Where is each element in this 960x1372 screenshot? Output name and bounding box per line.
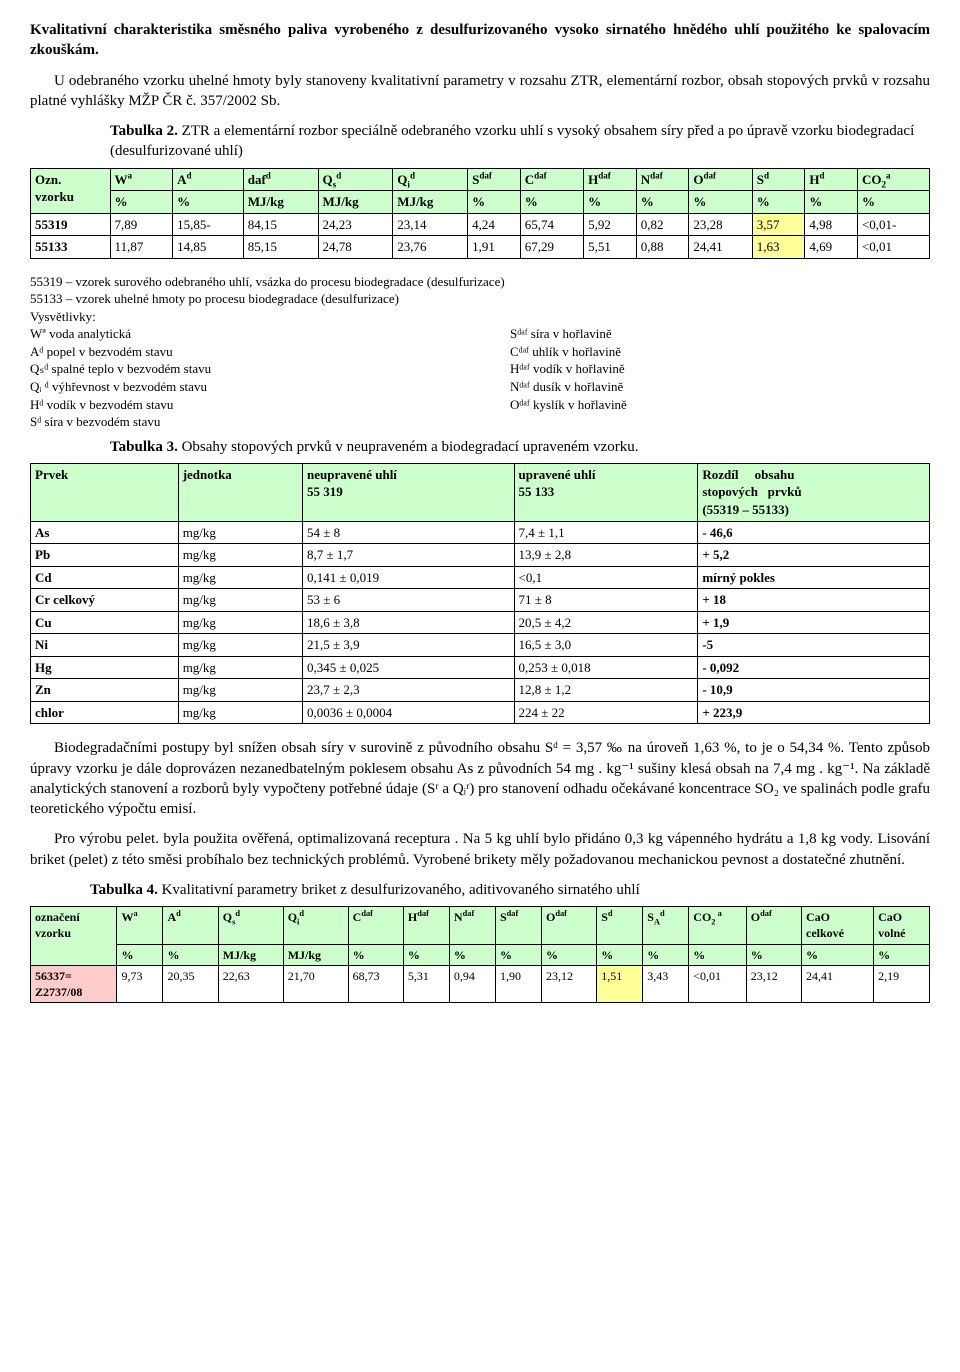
table3-row: Cdmg/kg0,141 ± 0,019<0,1mírný pokles — [31, 566, 930, 589]
table2-caption: Tabulka 2. ZTR a elementární rozbor spec… — [30, 121, 930, 162]
table3: Prvekjednotkaneupravené uhlí55 319uprave… — [30, 463, 930, 725]
legend-item: Sᵈ síra v bezvodém stavu — [30, 413, 450, 431]
table4-header-row: označenívzorku WaAdQsdQidCdafHdafNdafSda… — [31, 907, 930, 944]
table3-row: Cumg/kg18,6 ± 3,820,5 ± 4,2+ 1,9 — [31, 611, 930, 634]
table3-caption: Tabulka 3. Obsahy stopových prvků v neup… — [30, 437, 930, 457]
table2: Ozn.vzorkuWaAddafdQsdQidSdafCdafHdafNdaf… — [30, 168, 930, 259]
table3-row: Hgmg/kg0,345 ± 0,0250,253 ± 0,018- 0,092 — [31, 656, 930, 679]
table2-row-55319: 553197,8915,85-84,1524,2323,144,2465,745… — [31, 213, 930, 236]
table4-unit-row: %%MJ/kgMJ/kg%%%%%%%%%%% — [31, 944, 930, 965]
legend-item: Aᵈ popel v bezvodém stavu — [30, 343, 450, 361]
legend-item: Qᵢ ᵈ výhřevnost v bezvodém stavu — [30, 378, 450, 396]
legend-line: 55319 – vzorek surového odebraného uhlí,… — [30, 273, 930, 291]
table3-label: Tabulka 3. — [110, 439, 178, 455]
legend-title: Vysvětlivky: — [30, 308, 930, 326]
table4: označenívzorku WaAdQsdQidCdafHdafNdafSda… — [30, 906, 930, 1003]
table4-caption-text: Kvalitativní parametry briket z desulfur… — [158, 882, 640, 898]
table2-label: Tabulka 2. — [110, 123, 178, 139]
table4-caption: Tabulka 4. Kvalitativní parametry briket… — [30, 880, 930, 900]
heading: Kvalitativní charakteristika směsného pa… — [30, 20, 930, 61]
legend-block: 55319 – vzorek surového odebraného uhlí,… — [30, 273, 930, 431]
legend-item: Qₛᵈ spalné teplo v bezvodém stavu — [30, 360, 450, 378]
table2-row-55133: 5513311,8714,8585,1524,7823,761,9167,295… — [31, 236, 930, 259]
table4-row: 56337=Z2737/089,7320,3522,6321,7068,735,… — [31, 965, 930, 1002]
table3-row: chlormg/kg0,0036 ± 0,0004224 ± 22+ 223,9 — [31, 701, 930, 724]
legend-item: Cᵈᵃᶠ uhlík v hořlavině — [510, 343, 930, 361]
intro-paragraph: U odebraného vzorku uhelné hmoty byly st… — [30, 71, 930, 112]
body-paragraph-1: Biodegradačními postupy byl snížen obsah… — [30, 738, 930, 819]
legend-item: Oᵈᵃᶠ kyslík v hořlavině — [510, 396, 930, 414]
table2-header-row: Ozn.vzorkuWaAddafdQsdQidSdafCdafHdafNdaf… — [31, 168, 930, 191]
table3-header: Prvekjednotkaneupravené uhlí55 319uprave… — [31, 463, 930, 521]
legend-item: Wª voda analytická — [30, 325, 450, 343]
body-paragraph-2: Pro výrobu pelet. byla použita ověřená, … — [30, 829, 930, 870]
table3-row: Cr celkovýmg/kg53 ± 671 ± 8+ 18 — [31, 589, 930, 612]
legend-item: Nᵈᵃᶠ dusík v hořlavině — [510, 378, 930, 396]
legend-line: 55133 – vzorek uhelné hmoty po procesu b… — [30, 290, 930, 308]
table2-unit-row: %%MJ/kgMJ/kgMJ/kg%%%%%%%% — [31, 191, 930, 214]
legend-item: Hᵈᵃᶠ vodík v hořlavině — [510, 360, 930, 378]
table3-row: Znmg/kg23,7 ± 2,312,8 ± 1,2- 10,9 — [31, 679, 930, 702]
table4-label: Tabulka 4. — [90, 882, 158, 898]
table3-row: Pbmg/kg8,7 ± 1,713,9 ± 2,8+ 5,2 — [31, 544, 930, 567]
legend-item: Hᵈ vodík v bezvodém stavu — [30, 396, 450, 414]
table3-caption-text: Obsahy stopových prvků v neupraveném a b… — [178, 439, 639, 455]
table2-caption-text: ZTR a elementární rozbor speciálně odebr… — [110, 123, 914, 159]
table3-row: Nimg/kg21,5 ± 3,916,5 ± 3,0-5 — [31, 634, 930, 657]
table3-row: Asmg/kg54 ± 87,4 ± 1,1- 46,6 — [31, 521, 930, 544]
legend-item: Sᵈᵃᶠ síra v hořlavině — [510, 325, 930, 343]
